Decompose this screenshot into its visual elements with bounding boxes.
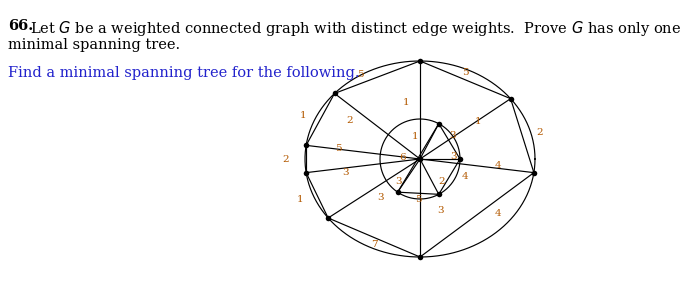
Text: 4: 4	[494, 209, 501, 218]
Text: 3: 3	[450, 152, 457, 161]
Text: 2: 2	[346, 116, 353, 125]
Text: 4: 4	[461, 172, 468, 181]
Text: minimal spanning tree.: minimal spanning tree.	[8, 38, 180, 52]
Text: 3: 3	[395, 177, 402, 186]
Text: 1: 1	[297, 195, 303, 204]
Text: 5: 5	[415, 195, 422, 204]
Text: 2: 2	[282, 154, 288, 164]
Text: 3: 3	[450, 131, 456, 140]
Text: 6: 6	[400, 153, 407, 162]
Text: Let $G$ be a weighted connected graph with distinct edge weights.  Prove $G$ has: Let $G$ be a weighted connected graph wi…	[30, 19, 681, 38]
Text: 3: 3	[377, 193, 384, 202]
Text: 5: 5	[462, 68, 468, 77]
Text: 2: 2	[439, 177, 445, 186]
Text: 5: 5	[357, 70, 363, 79]
Text: 66.: 66.	[8, 19, 33, 33]
Text: 1: 1	[403, 97, 409, 106]
Text: 3: 3	[343, 168, 349, 178]
Text: Find a minimal spanning tree for the following.: Find a minimal spanning tree for the fol…	[8, 66, 359, 80]
Text: 1: 1	[300, 111, 306, 120]
Text: 7: 7	[370, 240, 377, 249]
Text: 1: 1	[475, 117, 481, 126]
Text: 4: 4	[494, 161, 501, 170]
Text: 2: 2	[537, 128, 543, 137]
Text: 1: 1	[412, 132, 419, 141]
Text: 3: 3	[438, 206, 444, 215]
Text: 5: 5	[336, 144, 342, 153]
